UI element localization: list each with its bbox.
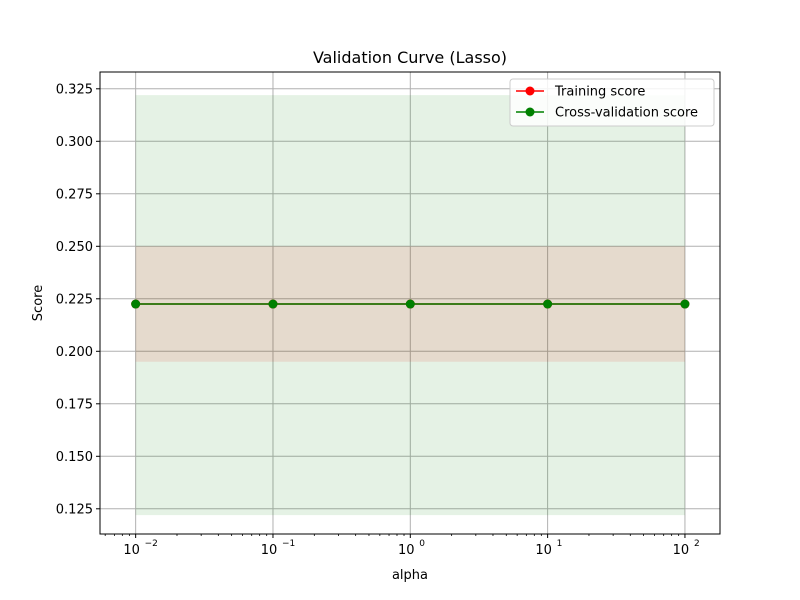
- x-tick-label-exponent: −1: [282, 539, 295, 549]
- legend: Training score Cross-validation score: [509, 78, 715, 127]
- legend-box: [509, 78, 715, 127]
- y-tick-label: 0.175: [56, 397, 93, 412]
- x-axis-label: alpha: [392, 568, 428, 583]
- y-tick-label: 0.225: [56, 292, 93, 307]
- chart-title: Validation Curve (Lasso): [313, 48, 507, 67]
- series-lines: [131, 299, 690, 309]
- legend-cross-validation-score-marker: [525, 107, 535, 117]
- y-tick-label: 0.300: [56, 135, 93, 150]
- x-tick-label-exponent: 1: [557, 539, 563, 549]
- y-tick-label: 0.150: [56, 450, 93, 465]
- y-tick-label: 0.325: [56, 82, 93, 97]
- y-tick-label: 0.275: [56, 187, 93, 202]
- legend-training-score-label: Training score: [554, 85, 645, 100]
- y-tick-label: 0.200: [56, 345, 93, 360]
- cross-validation-score-point: [268, 299, 278, 309]
- legend-cross-validation-score-label: Cross-validation score: [555, 106, 698, 121]
- cross-validation-score-point: [680, 299, 690, 309]
- x-tick-label-exponent: −2: [145, 539, 158, 549]
- cross-validation-score-point: [131, 299, 141, 309]
- x-tick-label-exponent: 2: [694, 539, 700, 549]
- y-tick-label: 0.250: [56, 240, 93, 255]
- x-tick-label: 10: [398, 543, 415, 558]
- axis-ticks: 10 −2 10 −1 10 0 10 1 10 2 0.125 0.150 0.175 0.200 0.2…: [56, 82, 700, 558]
- x-tick-label: 10: [535, 543, 552, 558]
- x-tick-label: 10: [123, 543, 140, 558]
- cross-validation-score-point: [405, 299, 415, 309]
- x-tick-label: 10: [261, 543, 278, 558]
- x-tick-label: 10: [673, 543, 690, 558]
- cross-validation-score-point: [543, 299, 553, 309]
- x-tick-label-exponent: 0: [419, 539, 425, 549]
- legend-training-score-marker: [525, 86, 535, 96]
- y-axis-label: Score: [31, 285, 46, 321]
- y-tick-label: 0.125: [56, 502, 93, 517]
